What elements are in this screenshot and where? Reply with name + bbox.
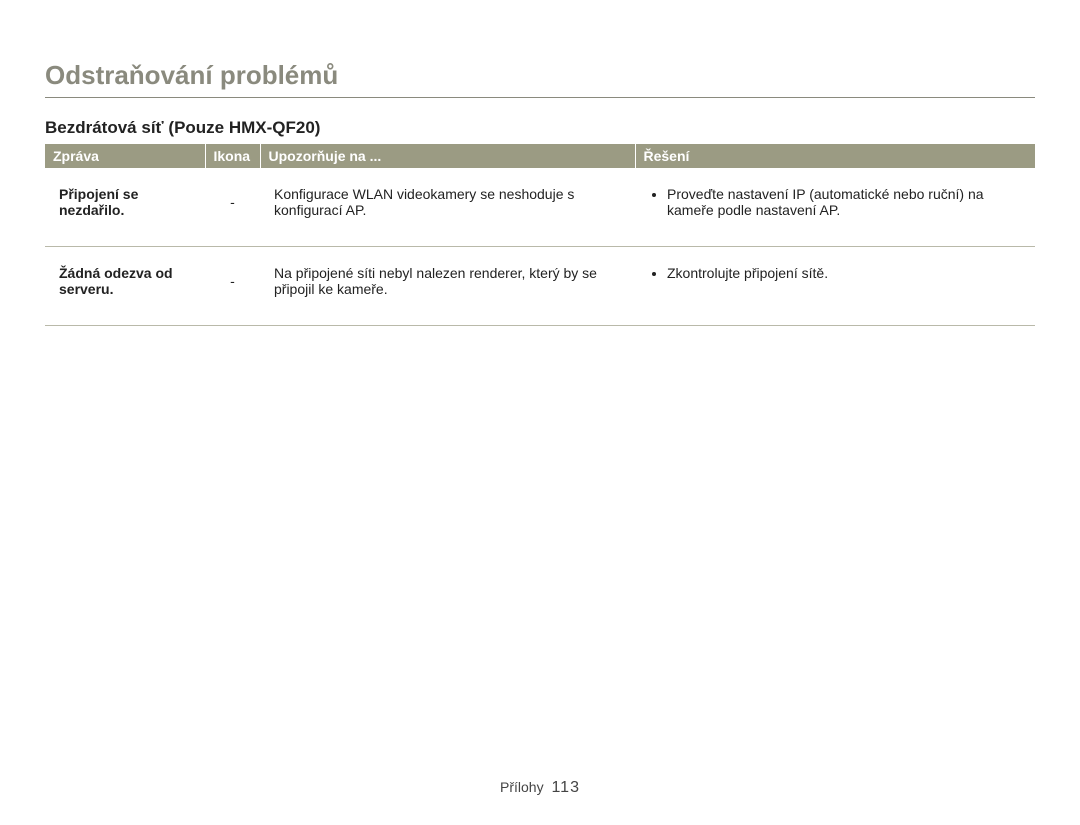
solution-item: Proveďte nastavení IP (automatické nebo … [667, 186, 1021, 218]
table-header-row: Zpráva Ikona Upozorňuje na ... Řešení [45, 144, 1035, 168]
cell-message: Připojení se nezdařilo. [45, 168, 205, 247]
document-page: Odstraňování problémů Bezdrátová síť (Po… [0, 0, 1080, 825]
cell-solution: Proveďte nastavení IP (automatické nebo … [635, 168, 1035, 247]
section-subtitle: Bezdrátová síť (Pouze HMX-QF20) [45, 118, 1035, 138]
cell-message: Žádná odezva od serveru. [45, 247, 205, 326]
footer-page-number: 113 [551, 779, 580, 796]
table-header-icon: Ikona [205, 144, 260, 168]
footer-section: Přílohy [500, 779, 544, 795]
page-footer: Přílohy 113 [0, 779, 1080, 797]
solution-list: Zkontrolujte připojení sítě. [649, 265, 1021, 281]
cell-warns: Konfigurace WLAN videokamery se neshoduj… [260, 168, 635, 247]
cell-warns: Na připojené síti nebyl nalezen renderer… [260, 247, 635, 326]
solution-list: Proveďte nastavení IP (automatické nebo … [649, 186, 1021, 218]
cell-solution: Zkontrolujte připojení sítě. [635, 247, 1035, 326]
table-header-message: Zpráva [45, 144, 205, 168]
table-row: Připojení se nezdařilo. - Konfigurace WL… [45, 168, 1035, 247]
title-rule [45, 97, 1035, 98]
table-header-warns: Upozorňuje na ... [260, 144, 635, 168]
solution-item: Zkontrolujte připojení sítě. [667, 265, 1021, 281]
cell-icon: - [205, 247, 260, 326]
table-row: Žádná odezva od serveru. - Na připojené … [45, 247, 1035, 326]
page-title: Odstraňování problémů [45, 60, 1035, 91]
cell-icon: - [205, 168, 260, 247]
troubleshooting-table: Zpráva Ikona Upozorňuje na ... Řešení Př… [45, 144, 1035, 326]
table-header-solution: Řešení [635, 144, 1035, 168]
